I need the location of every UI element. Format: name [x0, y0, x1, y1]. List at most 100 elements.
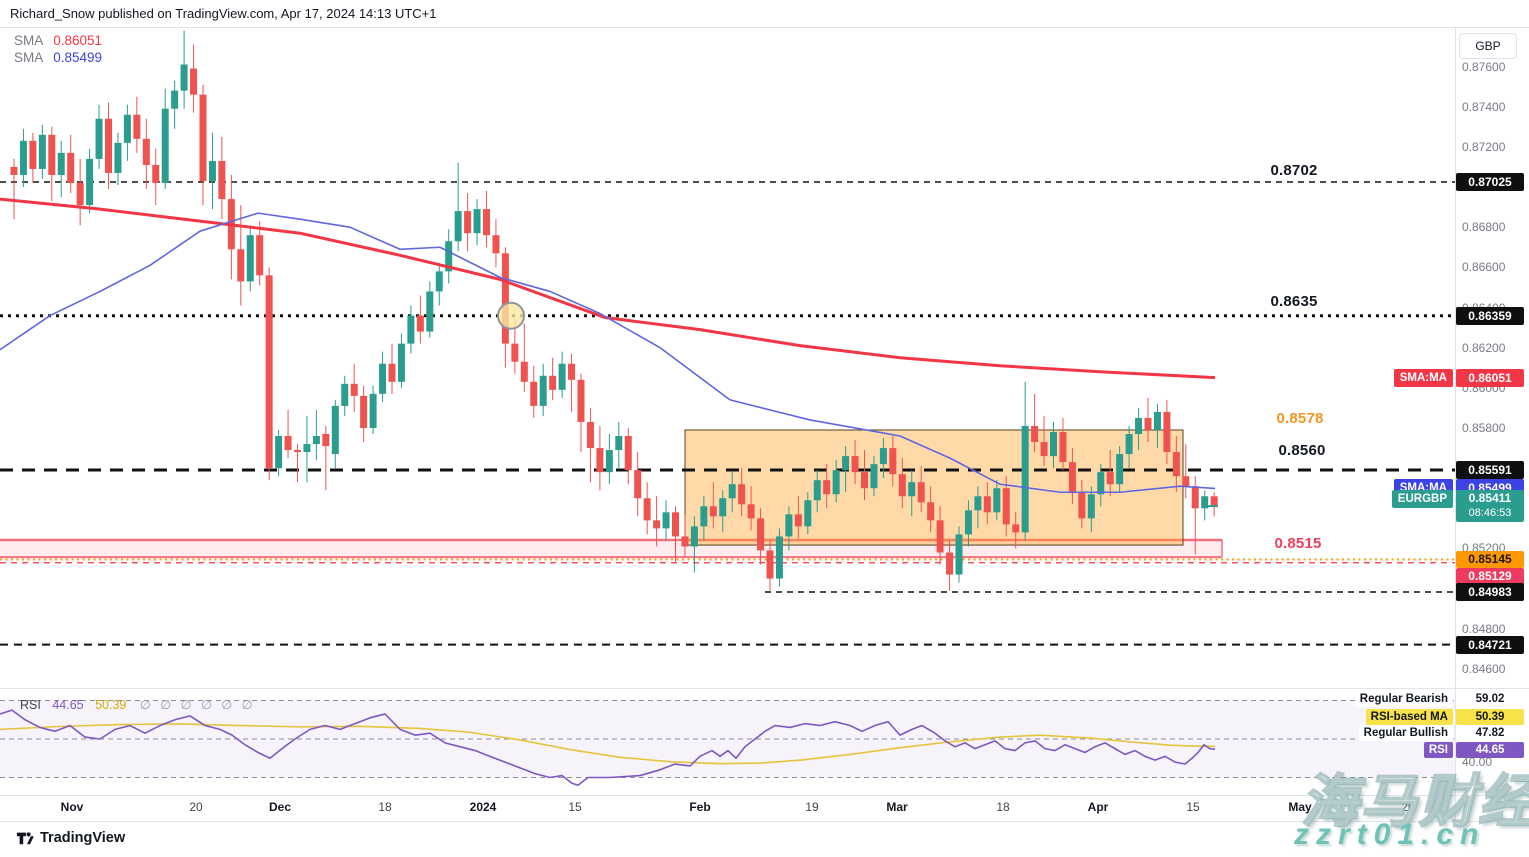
candle-body	[1059, 432, 1067, 463]
candle-body	[709, 506, 717, 517]
candle	[1087, 486, 1095, 533]
candle-body	[265, 275, 273, 469]
candle-body	[473, 209, 481, 234]
candle	[114, 132, 122, 186]
candle-body	[804, 500, 812, 527]
candle-body	[19, 140, 27, 175]
candle-body	[1153, 411, 1161, 430]
pane-separator[interactable]	[0, 688, 1529, 689]
candle	[397, 333, 405, 388]
candle	[539, 363, 547, 416]
candle-body	[294, 450, 301, 453]
candle	[1144, 397, 1152, 443]
candle	[38, 124, 46, 179]
candle	[927, 486, 935, 533]
candle	[123, 104, 131, 161]
candle	[964, 500, 972, 547]
candle	[700, 496, 708, 541]
candle-body	[369, 393, 377, 428]
candle	[341, 375, 349, 416]
candle-body	[643, 498, 651, 521]
candle-body	[520, 361, 528, 382]
candle-body	[57, 152, 65, 175]
sma-legend-row-1[interactable]: SMA 0.86051	[14, 33, 102, 48]
candle-body	[379, 363, 387, 394]
candle-body	[76, 183, 84, 206]
candle-body	[568, 363, 576, 380]
currency-button[interactable]: GBP	[1459, 33, 1517, 59]
candle	[1002, 476, 1010, 537]
candle-body	[511, 343, 519, 362]
candle-body	[823, 480, 831, 495]
candle-body	[879, 448, 887, 465]
candle-body	[237, 249, 245, 282]
candle	[492, 219, 500, 268]
candle	[775, 528, 783, 587]
candle-body	[1031, 425, 1039, 443]
candle	[331, 399, 339, 469]
rsi-line	[0, 709, 1216, 787]
candle-body	[105, 118, 112, 173]
candle	[861, 450, 868, 501]
candle	[133, 96, 141, 153]
candle	[256, 221, 264, 286]
candle-body	[1040, 442, 1048, 457]
candle	[757, 508, 765, 565]
candle	[1012, 512, 1020, 549]
sma2-value: 0.85499	[53, 50, 103, 65]
tradingview-brand[interactable]: TradingView	[16, 829, 125, 847]
rsi-bottom-border	[0, 795, 1529, 796]
watermark-cn: 海马财经	[1300, 769, 1529, 835]
candle-body	[757, 518, 765, 551]
candle-body	[927, 502, 935, 521]
candle	[284, 409, 292, 459]
candle	[227, 174, 235, 280]
candle	[879, 438, 887, 479]
sma1-label: SMA	[14, 33, 44, 48]
candle-body	[1201, 496, 1209, 509]
candle	[1078, 480, 1086, 529]
candle-body	[1087, 494, 1095, 519]
candle-body	[133, 114, 141, 139]
candle-body	[955, 534, 963, 575]
price-pane[interactable]	[0, 30, 1455, 646]
candle-body	[530, 381, 538, 406]
rsi-ma-legend-value: 50.39	[95, 698, 127, 712]
candle	[10, 158, 18, 220]
candle	[596, 425, 604, 491]
rsi-legend-value: 44.65	[52, 698, 84, 712]
candle	[974, 486, 982, 529]
candle	[57, 140, 65, 198]
candle-body	[775, 536, 783, 579]
candle	[747, 486, 755, 531]
support-zone	[0, 540, 1222, 558]
candle-body	[908, 482, 916, 497]
candle-body	[936, 520, 944, 553]
candle	[615, 421, 623, 469]
sma-legend-row-2[interactable]: SMA 0.85499	[14, 50, 102, 65]
rsi-pane[interactable]	[0, 700, 1455, 787]
candle-body	[1135, 417, 1143, 435]
candle-body	[870, 464, 878, 489]
rsi-legend[interactable]: RSI 44.65 50.39 ∅ ∅ ∅ ∅ ∅ ∅	[20, 697, 256, 712]
candle-body	[813, 480, 821, 501]
candle-body	[208, 160, 216, 181]
candle-body	[123, 114, 131, 143]
candle-body	[1191, 486, 1199, 509]
candle-body	[464, 211, 472, 234]
candle-body	[586, 421, 594, 449]
candle	[681, 514, 689, 557]
candle	[407, 305, 415, 354]
candle	[454, 162, 462, 252]
candle-body	[454, 211, 462, 242]
candle	[1210, 492, 1218, 517]
candle	[643, 482, 651, 535]
candle-body	[861, 472, 868, 489]
candle	[1031, 393, 1039, 453]
candle	[369, 385, 377, 435]
candle	[738, 468, 746, 517]
candle-body	[1050, 432, 1057, 457]
candle-body	[152, 164, 160, 184]
candle-body	[483, 209, 490, 236]
